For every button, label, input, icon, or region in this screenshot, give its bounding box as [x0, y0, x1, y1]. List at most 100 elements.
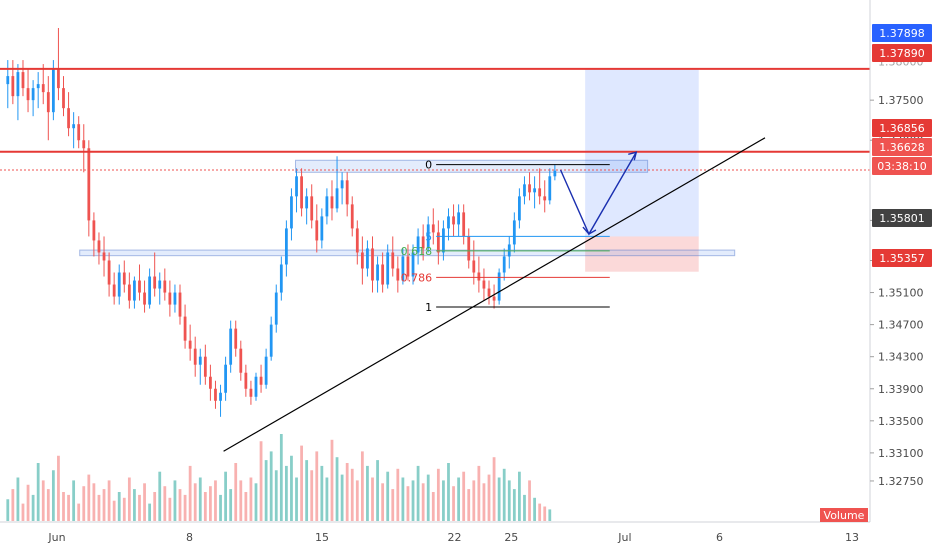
candle-body [36, 84, 40, 89]
volume-bar [406, 486, 410, 521]
price-tick-label: 1.33500 [878, 415, 924, 428]
candle-body [198, 356, 202, 365]
price-tick-label: 1.32750 [878, 475, 924, 488]
volume-label: Volume [824, 509, 865, 522]
volume-bar [249, 477, 253, 521]
volume-bar [274, 470, 278, 521]
volume-bar [457, 477, 461, 521]
volume-bar [168, 497, 172, 521]
candle-body [26, 88, 30, 101]
price-axis-panel [870, 0, 932, 550]
candle-body [209, 376, 212, 389]
volume-bar [320, 465, 324, 521]
volume-bar [138, 494, 141, 521]
candle-body [168, 292, 172, 305]
candle-body [16, 72, 20, 97]
volume-bar [127, 477, 131, 521]
candle-body [452, 216, 455, 225]
volume-bar [360, 451, 364, 521]
volume-bar [482, 483, 486, 521]
price-tick-label: 1.34700 [878, 319, 924, 332]
candle-body [148, 276, 152, 305]
volume-bar [219, 494, 222, 521]
candle-body [97, 240, 101, 253]
candle-body [436, 232, 440, 253]
candle-body [51, 68, 55, 113]
candle-body [72, 124, 76, 129]
candle-body [391, 252, 395, 269]
volume-bar [345, 463, 349, 521]
candle-body [310, 196, 314, 221]
volume-bar [507, 480, 511, 521]
volume-bar [335, 457, 339, 521]
candle-body [92, 220, 96, 241]
candle-body [259, 376, 263, 385]
candle-body [350, 204, 354, 229]
fib-level-label: 1 [425, 301, 432, 314]
candle-body [21, 72, 25, 89]
candle-body [487, 288, 491, 297]
candle-body [330, 196, 334, 209]
volume-bar [492, 457, 496, 521]
volume-bar [11, 489, 15, 521]
volume-bar [284, 465, 288, 521]
candle-body [300, 176, 303, 209]
candle-body [360, 252, 364, 269]
candle-body [320, 216, 324, 241]
volume-bar [112, 500, 116, 521]
candle-body [406, 256, 410, 277]
volume-bar [87, 474, 91, 521]
volume-bar [518, 471, 521, 521]
candle-body [396, 268, 400, 281]
candle-body [457, 212, 461, 225]
candle-body [401, 256, 405, 281]
candle-body [158, 280, 162, 289]
volume-bar [133, 489, 136, 521]
candle-body [143, 292, 146, 305]
stop-zone [585, 236, 699, 272]
volume-bar [57, 455, 60, 521]
volume-bar [148, 503, 152, 521]
volume-bar [158, 471, 162, 521]
volume-bar [548, 509, 552, 521]
candle-body [82, 140, 86, 149]
trendline [223, 137, 766, 452]
candle-body [431, 224, 435, 233]
volume-bar [300, 445, 303, 521]
volume-bar [290, 455, 293, 521]
candle-body [305, 196, 309, 209]
volume-bar [330, 439, 334, 521]
volume-bar [376, 460, 379, 521]
candle-body [538, 188, 542, 197]
volume-bar [107, 480, 111, 521]
candle-body [183, 316, 187, 341]
volume-bar [102, 489, 106, 521]
volume-bar [193, 483, 197, 521]
volume-bar [62, 492, 65, 521]
volume-bar [305, 460, 309, 521]
price-tag-label: 1.36856 [879, 122, 925, 135]
candle-body [229, 328, 233, 365]
time-tick-label: 6 [716, 531, 723, 544]
price-tag-label: 1.37890 [879, 47, 925, 60]
candle-body [284, 228, 288, 265]
volume-bar [173, 480, 177, 521]
volume-bar [82, 486, 86, 521]
candle-body [122, 272, 126, 285]
candle-body [244, 372, 248, 389]
candle-body [46, 92, 50, 113]
volume-bar [72, 480, 76, 521]
volume-bar [538, 503, 542, 521]
candle-body [553, 170, 557, 177]
volume-bar [497, 477, 501, 521]
volume-bar [421, 483, 425, 521]
time-tick-label: 25 [504, 531, 518, 544]
volume-bar [366, 465, 369, 521]
candle-body [87, 148, 91, 221]
time-tick-label: Jun [47, 531, 65, 544]
volume-bar [462, 471, 466, 521]
volume-bar [381, 483, 385, 521]
price-tag-label: 1.37898 [879, 27, 925, 40]
